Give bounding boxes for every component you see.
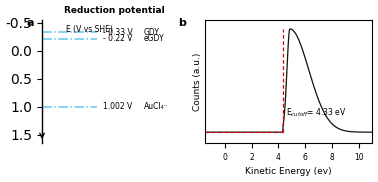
- Y-axis label: Counts (a.u.): Counts (a.u.): [193, 52, 202, 111]
- Text: E$_{cutoff}$= 4.33 eV: E$_{cutoff}$= 4.33 eV: [286, 106, 347, 119]
- Text: Reduction potential: Reduction potential: [64, 6, 165, 15]
- Text: AuCl₄⁻: AuCl₄⁻: [144, 102, 168, 111]
- Text: GDY: GDY: [144, 28, 160, 37]
- Text: a: a: [26, 18, 34, 28]
- Text: b: b: [178, 18, 186, 28]
- Text: - 0.33 V: - 0.33 V: [103, 28, 132, 37]
- Text: E (V vs SHE): E (V vs SHE): [66, 25, 113, 34]
- X-axis label: Kinetic Energy (ev): Kinetic Energy (ev): [245, 167, 332, 176]
- Text: 1.002 V: 1.002 V: [103, 102, 132, 111]
- Text: eGDY: eGDY: [144, 34, 164, 43]
- Text: - 0.22 V: - 0.22 V: [103, 34, 132, 43]
